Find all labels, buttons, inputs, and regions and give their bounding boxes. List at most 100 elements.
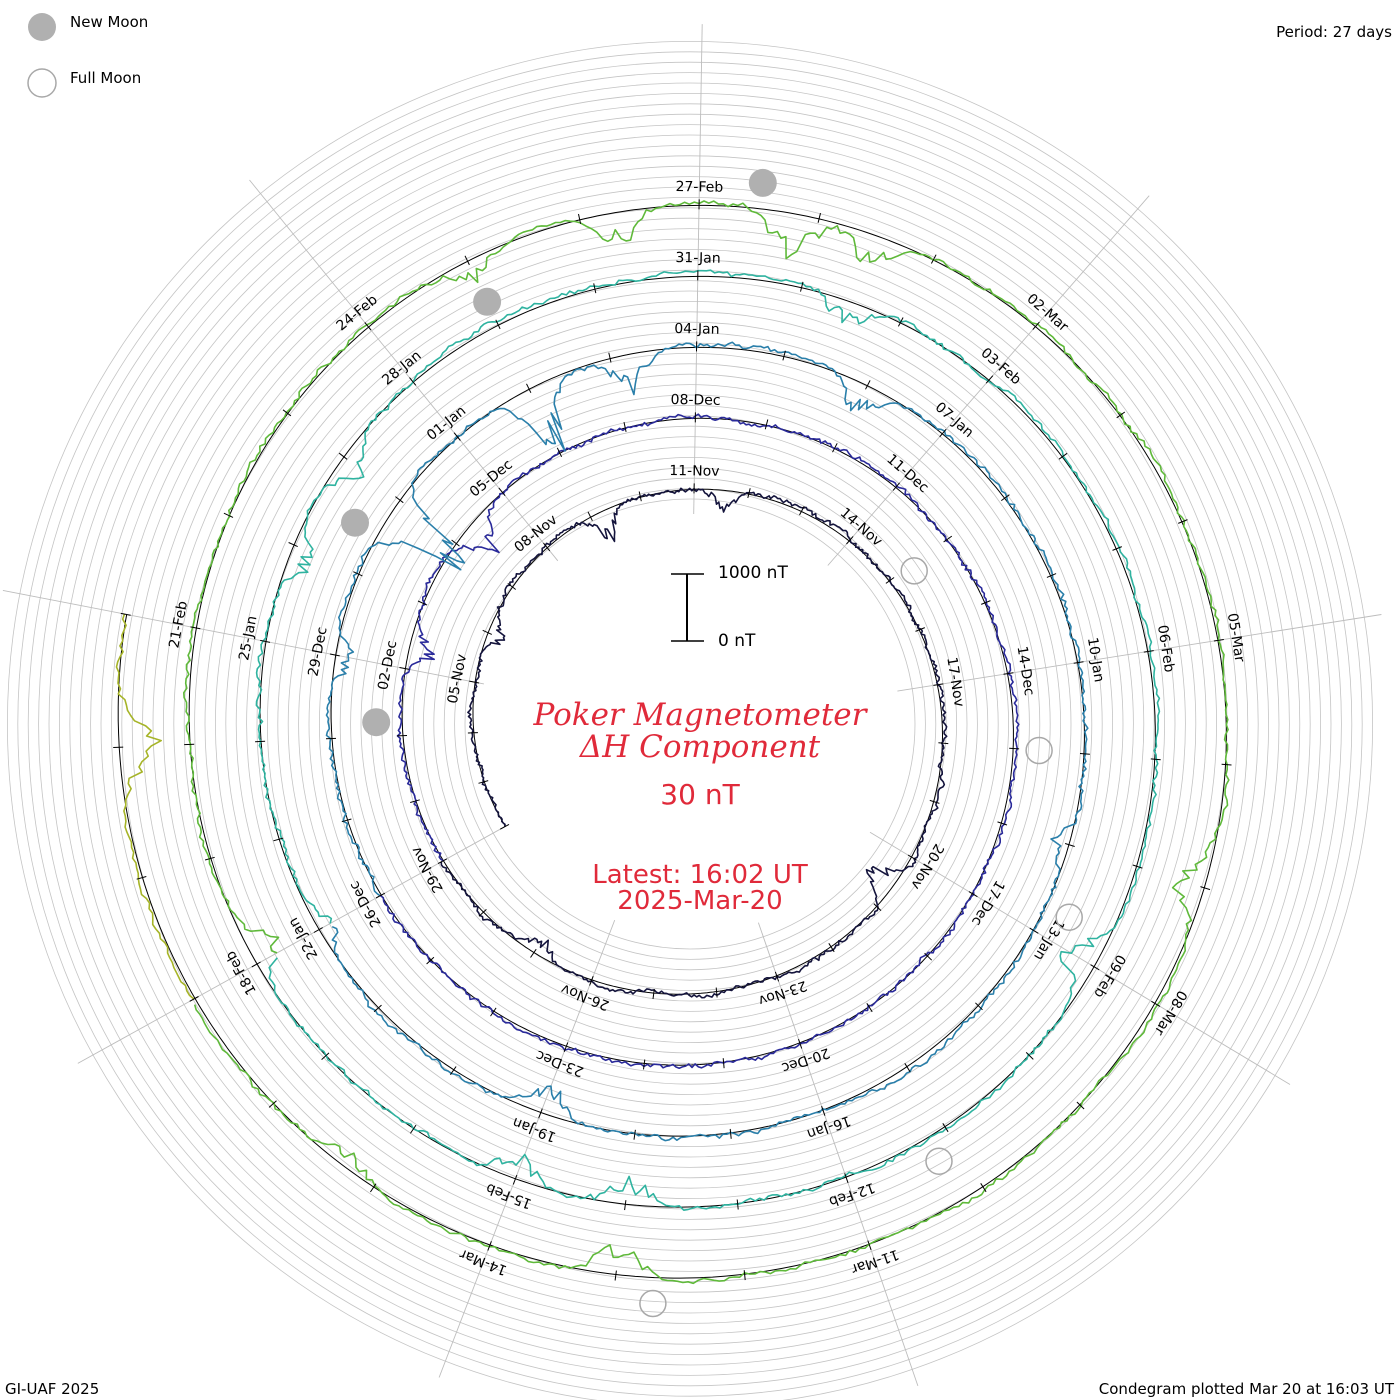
tick-mark	[490, 1007, 497, 1017]
tick-label: 08-Mar	[1151, 987, 1190, 1038]
period-label: Period: 27 days	[1276, 23, 1392, 41]
grid-spoke	[757, 922, 919, 1387]
grid-spoke	[693, 24, 703, 515]
tick-mark	[799, 505, 805, 516]
tick-mark	[437, 858, 448, 865]
plotted-timestamp: Condegram plotted Mar 20 at 16:03 UT	[1098, 1380, 1394, 1398]
new-moon-marker	[473, 287, 502, 316]
grid-ring	[100, 134, 1280, 1314]
tick-mark	[915, 627, 925, 632]
tick-mark	[282, 409, 292, 417]
tick-mark	[530, 948, 537, 958]
grid-ring	[443, 477, 937, 971]
tick-label: 02-Dec	[375, 639, 400, 691]
tick-mark	[722, 1058, 725, 1069]
tick-mark	[587, 511, 593, 522]
tick-mark	[904, 1063, 911, 1073]
tick-mark	[589, 976, 594, 986]
grid-ring	[38, 72, 1342, 1376]
tick-mark	[395, 496, 404, 504]
tick-mark	[189, 996, 199, 1002]
moon-markers	[341, 168, 1083, 1318]
latest-time: Latest: 16:02 UT	[592, 860, 808, 890]
new-moon-marker	[341, 508, 369, 537]
tick-mark	[353, 571, 363, 577]
new-moon-marker	[748, 168, 777, 197]
new-moon-legend-label: New Moon	[70, 13, 149, 31]
tick-mark	[929, 799, 940, 804]
grid-ring	[412, 446, 968, 1002]
tick-mark	[624, 1200, 627, 1211]
tick-mark	[1116, 411, 1126, 419]
tick-mark	[449, 1066, 457, 1075]
tick-mark	[1079, 753, 1090, 755]
tick-mark	[409, 1124, 417, 1134]
tick-label: 14-Dec	[1013, 645, 1037, 697]
tick-mark	[556, 447, 563, 458]
tick-mark	[747, 488, 751, 499]
tick-mark	[453, 432, 461, 441]
tick-mark	[512, 1174, 518, 1185]
tick-mark	[578, 213, 582, 224]
tick-label: 09-Feb	[1090, 951, 1128, 1000]
tick-mark	[873, 903, 882, 911]
tick-mark	[981, 600, 991, 605]
tick-mark	[1143, 650, 1154, 653]
tick-mark	[288, 542, 298, 548]
tick-mark	[800, 281, 804, 292]
grid-spoke	[897, 614, 1382, 692]
grid-ring	[329, 363, 1051, 1085]
grid-ring	[163, 197, 1217, 1251]
tick-mark	[260, 639, 271, 643]
tick-mark	[652, 989, 655, 1000]
tick-mark	[614, 1270, 617, 1281]
tick-mark	[204, 856, 215, 861]
tick-mark	[426, 956, 435, 965]
grid-ring	[391, 425, 989, 1023]
tick-label: 02-Mar	[1023, 291, 1071, 336]
grid-spoke	[869, 831, 1291, 1085]
tick-mark	[313, 927, 323, 933]
tick-mark	[487, 1241, 492, 1251]
grid-ring	[17, 51, 1363, 1397]
tick-label: 26-Nov	[559, 980, 612, 1013]
grid-ring	[350, 384, 1030, 1064]
tick-mark	[938, 742, 949, 745]
tick-label: 12-Feb	[827, 1179, 877, 1210]
tick-label: 11-Nov	[669, 463, 719, 480]
tick-mark	[1025, 1052, 1034, 1060]
tick-mark	[817, 212, 821, 223]
tick-mark	[499, 823, 510, 830]
grid-ring	[287, 321, 1093, 1127]
tick-mark	[1001, 494, 1010, 502]
chart-subtitle: ΔH Component	[579, 729, 821, 765]
tick-mark	[897, 317, 904, 327]
tick-mark	[329, 653, 340, 657]
tick-mark	[729, 1128, 732, 1139]
tick-mark	[526, 383, 532, 394]
tick-mark	[417, 600, 428, 606]
tick-mark	[399, 667, 410, 670]
tick-mark	[563, 1042, 569, 1052]
tick-mark	[1221, 763, 1232, 766]
tick-label: 13-Jan	[1030, 916, 1067, 963]
grid-ring	[183, 217, 1197, 1231]
tick-mark	[464, 255, 470, 266]
tick-mark	[1003, 672, 1014, 675]
tick-mark	[832, 443, 838, 453]
data-trace-segment	[440, 487, 948, 999]
tick-mark	[364, 322, 372, 331]
tick-label: 28-Jan	[379, 348, 424, 389]
full-moon-marker	[639, 1289, 667, 1318]
data-trace-segment	[255, 269, 1161, 1211]
tick-mark	[136, 876, 147, 880]
tick-label: 16-Jan	[805, 1112, 853, 1142]
tick-mark	[1178, 519, 1188, 524]
tick-mark	[975, 1002, 983, 1011]
tick-marks	[113, 199, 1232, 1281]
scale-bottom-label: 0 nT	[718, 631, 756, 651]
tick-mark	[321, 1052, 330, 1060]
tick-mark	[907, 854, 917, 861]
data-trace-segment	[379, 413, 1020, 1069]
